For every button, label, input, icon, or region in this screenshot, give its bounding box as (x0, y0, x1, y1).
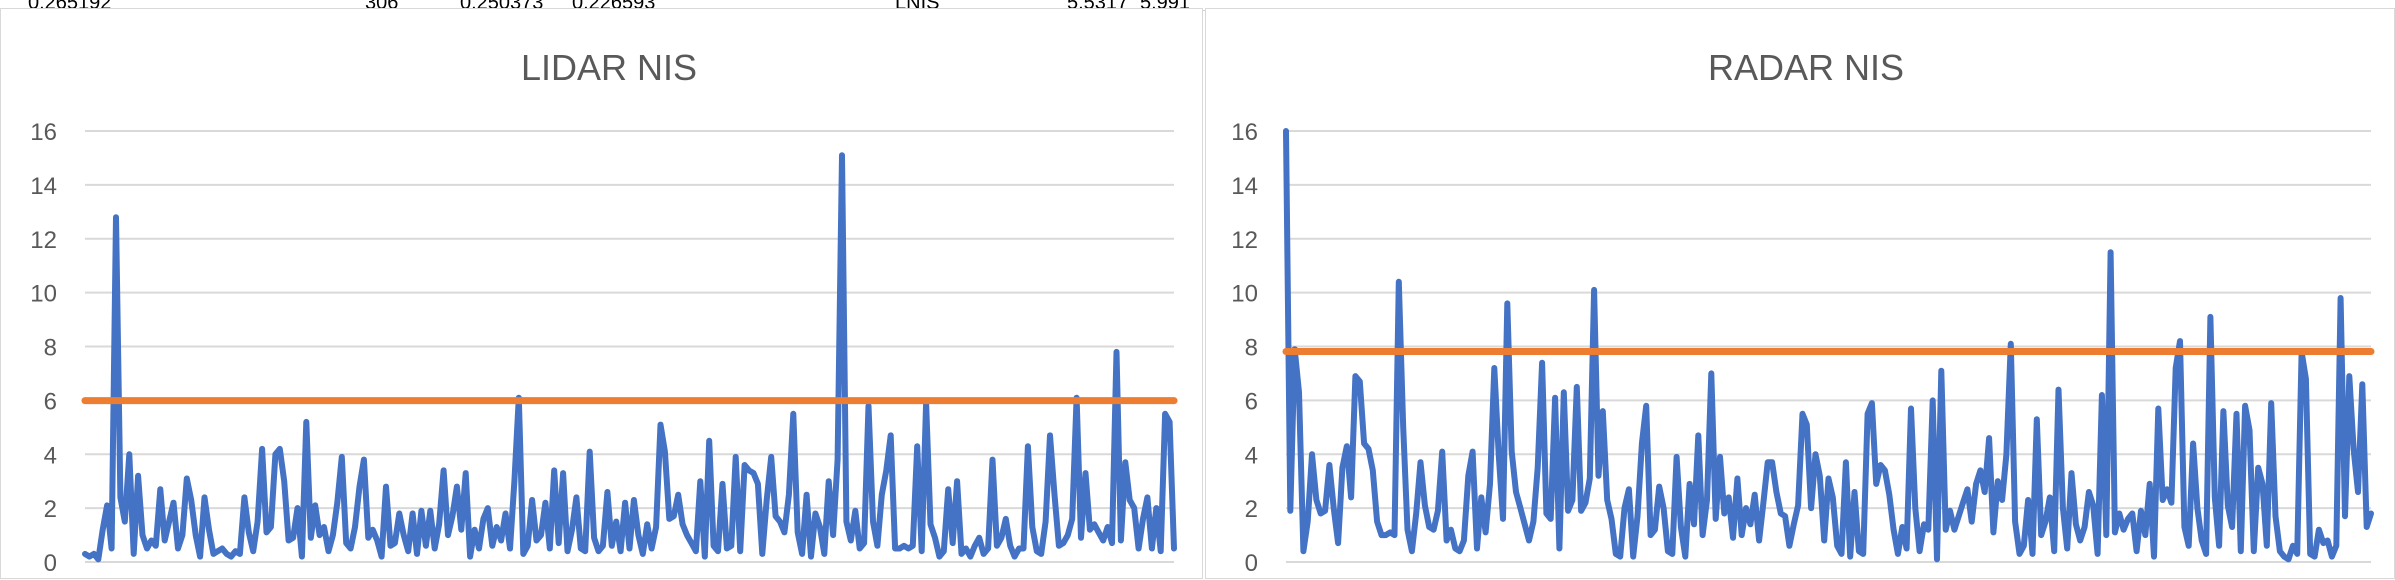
y-tick-label: 6 (1245, 388, 1258, 415)
y-tick-label: 16 (30, 119, 57, 146)
y-tick-label: 14 (1231, 173, 1258, 200)
chart-title: LIDAR NIS (521, 47, 697, 88)
radar-nis-chart[interactable]: RADAR NIS 0 2 4 6 8 10 12 14 16 (1205, 8, 2395, 579)
sheet-cell[interactable]: 0.226593 (572, 0, 656, 11)
y-tick-label: 4 (1245, 442, 1258, 469)
sheet-cell[interactable]: 5.991 (1140, 0, 1191, 11)
y-tick-label: 16 (1231, 119, 1258, 146)
y-tick-label: 0 (44, 550, 57, 577)
chart-title: RADAR NIS (1708, 47, 1904, 88)
lidar-nis-plot: LIDAR NIS 0 2 4 6 8 10 12 14 16 (30, 47, 1178, 577)
sheet-cell[interactable]: 306 (365, 0, 399, 11)
lidar-nis-chart[interactable]: LIDAR NIS 0 2 4 6 8 10 12 14 16 (0, 8, 1203, 579)
nis-series-line (82, 152, 1177, 563)
y-tick-label: 10 (30, 281, 57, 308)
y-tick-label: 4 (44, 442, 57, 469)
y-tick-label: 10 (1231, 281, 1258, 308)
sheet-cell[interactable]: LNIS (895, 0, 940, 11)
y-tick-label: 0 (1245, 550, 1258, 577)
y-tick-label: 12 (1231, 227, 1258, 254)
y-tick-label: 8 (44, 335, 57, 362)
sheet-cell[interactable]: 0.265192 (28, 0, 112, 11)
y-tick-label: 2 (44, 496, 57, 523)
y-tick-label: 12 (30, 227, 57, 254)
y-tick-label: 2 (1245, 496, 1258, 523)
nis-series-line (1283, 128, 2374, 563)
sheet-cell[interactable]: 5.5317 (1067, 0, 1129, 11)
y-tick-label: 8 (1245, 335, 1258, 362)
y-tick-label: 14 (30, 173, 57, 200)
sheet-cell[interactable]: 0.250373 (460, 0, 544, 11)
y-tick-label: 6 (44, 388, 57, 415)
radar-nis-plot: RADAR NIS 0 2 4 6 8 10 12 14 16 (1231, 47, 2375, 577)
